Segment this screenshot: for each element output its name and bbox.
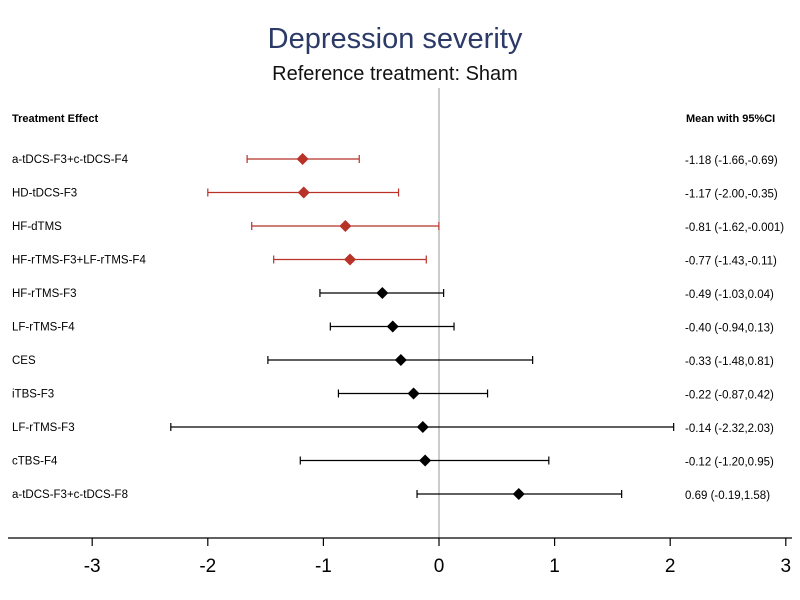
forest-row: iTBS-F3 -0.22 (-0.87,0.42) (12, 387, 774, 402)
left-column-header: Treatment Effect (12, 113, 99, 125)
effect-estimate-label: 0.69 (-0.19,1.58) (685, 490, 770, 502)
mean-diamond-marker (407, 387, 420, 400)
mean-diamond-marker (296, 153, 309, 165)
treatment-label: HF-dTMS (12, 221, 62, 233)
treatment-label: HF-rTMS-F3+LF-rTMS-F4 (12, 255, 146, 267)
mean-diamond-marker (376, 287, 389, 299)
forest-row: HD-tDCS-F3 -1.17 (-2.00,-0.35) (12, 186, 778, 201)
effect-estimate-label: -1.17 (-2.00,-0.35) (685, 189, 778, 201)
treatment-label: LF-rTMS-F4 (12, 322, 75, 334)
right-column-header: Mean with 95%CI (686, 113, 775, 125)
effect-estimate-label: -0.40 (-0.94,0.13) (685, 323, 774, 335)
mean-diamond-marker (297, 186, 310, 199)
forest-row: HF-rTMS-F3 -0.49 (-1.03,0.04) (12, 287, 774, 301)
forest-row: a-tDCS-F3+c-tDCS-F4 -1.18 (-1.66,-0.69) (12, 153, 778, 167)
effect-estimate-label: -0.22 (-0.87,0.42) (685, 390, 774, 402)
forest-row: CES -0.33 (-1.48,0.81) (12, 354, 774, 368)
treatment-label: iTBS-F3 (12, 389, 54, 401)
mean-diamond-marker (339, 220, 352, 232)
chart-title: Depression severity (268, 23, 523, 55)
x-tick-label: -1 (315, 556, 332, 577)
mean-diamond-marker (343, 253, 356, 266)
x-tick-label: 0 (434, 556, 445, 577)
mean-diamond-marker (386, 320, 399, 333)
x-tick-label: 3 (781, 556, 792, 577)
mean-diamond-marker (419, 454, 432, 467)
mean-diamond-marker (512, 488, 525, 500)
treatment-label: HF-rTMS-F3 (12, 288, 77, 300)
treatment-label: HD-tDCS-F3 (12, 188, 77, 200)
treatment-label: LF-rTMS-F3 (12, 422, 75, 434)
forest-row: LF-rTMS-F4 -0.40 (-0.94,0.13) (12, 320, 774, 335)
x-tick-label: -2 (199, 556, 216, 577)
forest-row: HF-rTMS-F3+LF-rTMS-F4 -0.77 (-1.43,-0.11) (12, 253, 777, 268)
x-tick-label: 1 (549, 556, 560, 577)
x-tick-label: 2 (665, 556, 676, 577)
treatment-label: CES (12, 355, 36, 367)
x-axis-ticks: -3 -2 -1 0 1 2 3 (84, 538, 791, 577)
forest-rows: a-tDCS-F3+c-tDCS-F4 -1.18 (-1.66,-0.69) HD… (12, 153, 784, 502)
effect-estimate-label: -0.77 (-1.43,-0.11) (685, 256, 777, 268)
forest-row: cTBS-F4 -0.12 (-1.20,0.95) (12, 454, 774, 469)
mean-diamond-marker (394, 354, 407, 366)
treatment-label: cTBS-F4 (12, 456, 58, 468)
x-tick-label: -3 (84, 556, 101, 577)
effect-estimate-label: -0.33 (-1.48,0.81) (685, 356, 774, 368)
effect-estimate-label: -0.12 (-1.20,0.95) (685, 457, 774, 469)
forest-row: a-tDCS-F3+c-tDCS-F8 0.69 (-0.19,1.58) (12, 488, 770, 502)
effect-estimate-label: -1.18 (-1.66,-0.69) (685, 155, 778, 167)
effect-estimate-label: -0.49 (-1.03,0.04) (685, 289, 774, 301)
effect-estimate-label: -0.14 (-2.32,2.03) (685, 423, 774, 435)
forest-row: HF-dTMS -0.81 (-1.62,-0.001) (12, 220, 784, 234)
forest-row: LF-rTMS-F3 -0.14 (-2.32,2.03) (12, 421, 774, 435)
treatment-label: a-tDCS-F3+c-tDCS-F8 (12, 489, 128, 501)
mean-diamond-marker (416, 421, 429, 433)
effect-estimate-label: -0.81 (-1.62,-0.001) (685, 222, 784, 234)
chart-subtitle: Reference treatment: Sham (272, 63, 518, 85)
treatment-label: a-tDCS-F3+c-tDCS-F4 (12, 154, 129, 166)
